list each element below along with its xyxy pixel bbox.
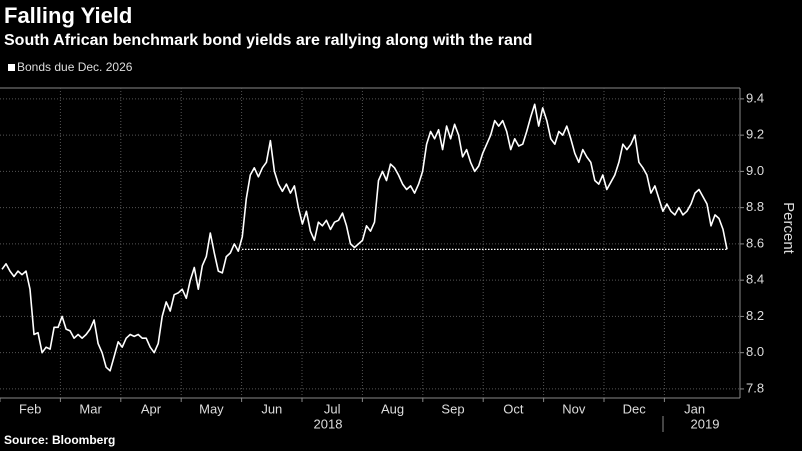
x-tick-label: Feb <box>19 401 41 416</box>
x-tick-label: Oct <box>503 401 524 416</box>
y-tick-label: 8.4 <box>746 272 764 287</box>
x-tick-label: Aug <box>381 401 404 416</box>
legend-swatch <box>8 64 15 71</box>
y-tick-label: 9.0 <box>746 163 764 178</box>
y-tick-label: 8.8 <box>746 199 764 214</box>
x-tick-label: Nov <box>562 401 586 416</box>
y-tick-label: 8.6 <box>746 235 764 250</box>
y-tick-label: 9.2 <box>746 127 764 142</box>
x-tick-label: Dec <box>623 401 647 416</box>
x-tick-label: Apr <box>141 401 162 416</box>
y-tick-label: 8.0 <box>746 344 764 359</box>
x-tick-label: May <box>199 401 224 416</box>
year-label: 2019 <box>691 416 720 431</box>
x-tick-label: Sep <box>441 401 464 416</box>
x-tick-label: Jun <box>261 401 282 416</box>
y-tick-label: 7.8 <box>746 380 764 395</box>
series-line <box>1 103 728 372</box>
y-tick-label: 8.2 <box>746 308 764 323</box>
y-tick-label: 9.4 <box>746 90 764 105</box>
x-tick-label: Mar <box>79 401 102 416</box>
source: Source: Bloomberg <box>4 433 115 447</box>
chart-title: Falling Yield <box>4 3 132 28</box>
year-label: 2018 <box>314 416 343 431</box>
x-tick-label: Jul <box>324 401 341 416</box>
chart-subtitle: South African benchmark bond yields are … <box>4 32 532 49</box>
x-tick-label: Jan <box>684 401 705 416</box>
legend-label: Bonds due Dec. 2026 <box>17 60 133 74</box>
y-axis-label: Percent <box>780 202 797 255</box>
